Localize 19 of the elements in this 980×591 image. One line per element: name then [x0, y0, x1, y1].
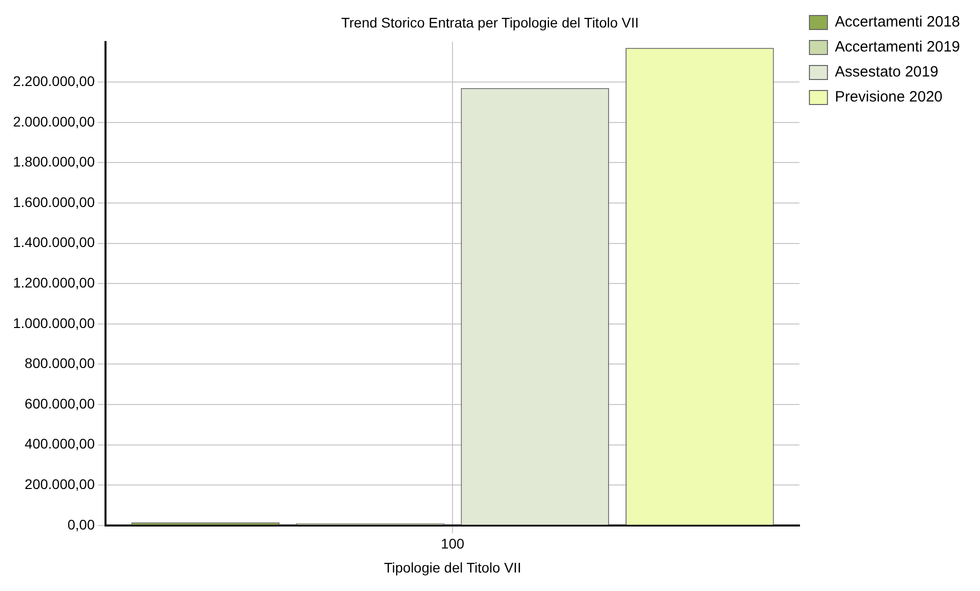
y-tick-label: 400.000,00: [24, 436, 95, 452]
legend-label: Assestato 2019: [834, 64, 938, 81]
x-tick-label: 100: [440, 536, 464, 552]
legend-label: Previsione 2020: [834, 88, 943, 106]
y-tick-label: 200.000,00: [24, 476, 95, 492]
legend-label: Accertamenti 2019: [834, 38, 960, 56]
y-tick-label: 600.000,00: [24, 395, 95, 412]
y-tick-label: 1.200.000,00: [12, 274, 95, 290]
y-tick-label: 2.000.000,00: [12, 113, 95, 130]
legend-label: Accertamenti 2018: [834, 14, 960, 31]
y-tick-label: 1.600.000,00: [12, 194, 95, 210]
y-tick-label: 2.200.000,00: [12, 72, 95, 89]
y-tick-label: 800.000,00: [24, 355, 95, 372]
y-tick-label: 1.400.000,00: [12, 234, 95, 250]
chart-title: Trend Storico Entrata per Tipologie del Titolo VII: [341, 14, 639, 30]
y-tick-label: 0,00: [67, 516, 95, 532]
y-tick-label: 1.000.000,00: [12, 314, 95, 331]
x-axis-title: Tipologie del Titolo VII: [384, 559, 522, 576]
y-tick-label: 1.800.000,00: [12, 154, 95, 170]
